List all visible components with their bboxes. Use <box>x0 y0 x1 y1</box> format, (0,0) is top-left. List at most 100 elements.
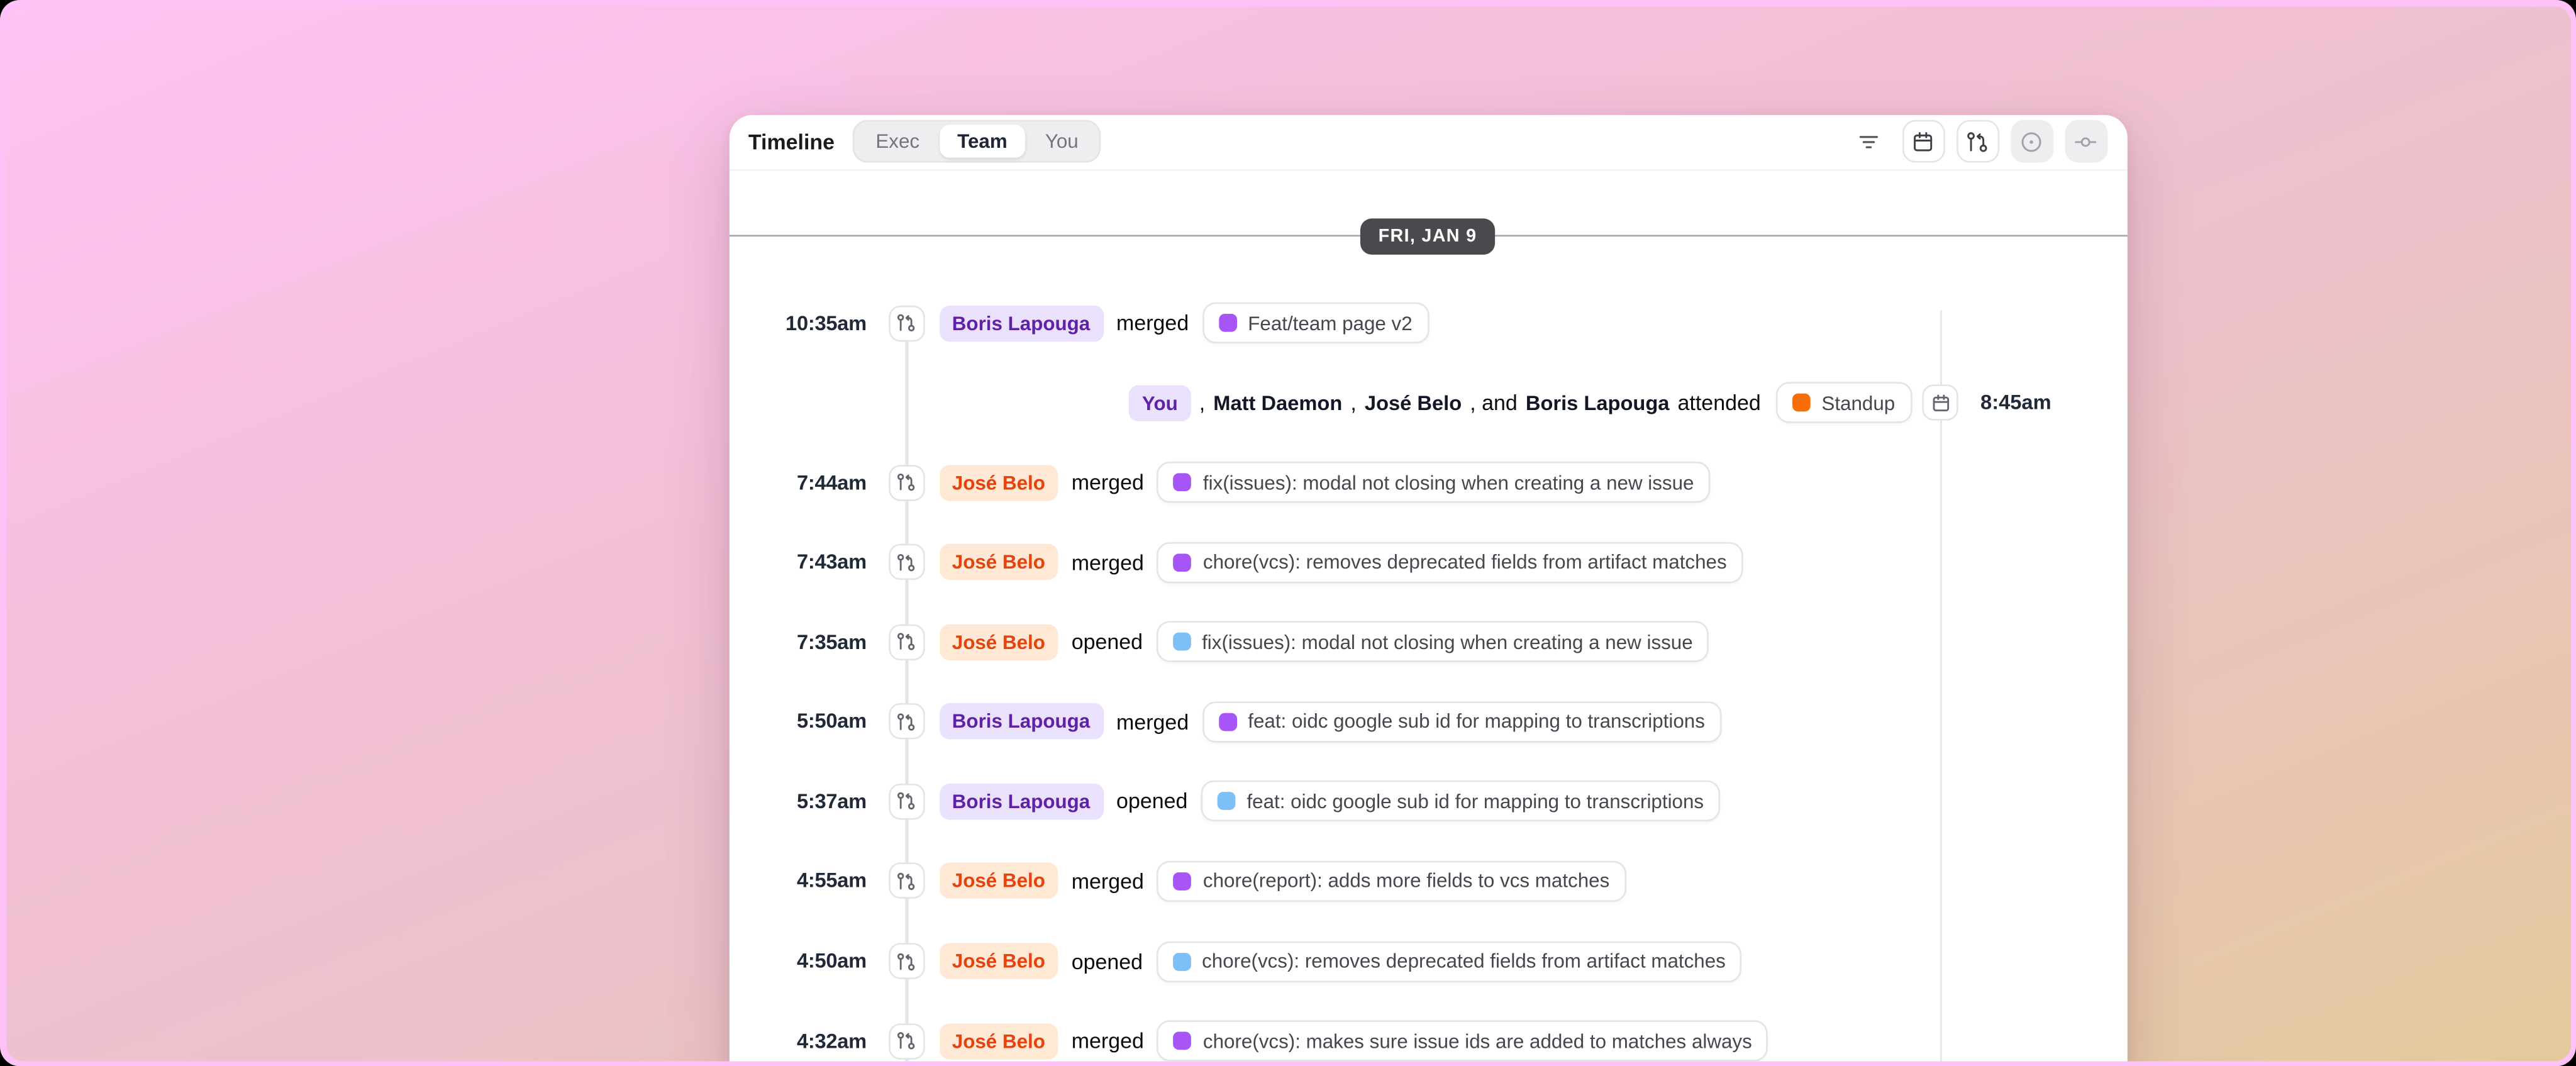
actor-badge[interactable]: Boris Lapouga <box>938 304 1104 341</box>
calendar-node-button[interactable] <box>1922 384 1958 421</box>
git-commit-toggle-button[interactable] <box>2064 119 2107 163</box>
event-chip[interactable]: feat: oidc google sub id for mapping to … <box>1201 780 1721 823</box>
view-segmented-control: Exec Team You <box>852 119 1102 163</box>
event-time: 4:32am <box>796 1029 867 1053</box>
event-time: 5:50am <box>796 710 867 733</box>
timeline-event-row: You, Matt Daemon, José Belo , and Boris Lapo… <box>729 380 2127 426</box>
event-chip[interactable]: Feat/team page v2 <box>1202 302 1429 343</box>
pr-node-button[interactable] <box>887 1023 924 1059</box>
actor-badge[interactable]: José Belo <box>938 863 1058 900</box>
event-body: José Belo merged chore(vcs): makes sure is… <box>938 1020 1768 1061</box>
git-pull-request-toggle-button[interactable] <box>1955 119 1999 163</box>
merged-dot <box>1173 473 1192 492</box>
event-chip[interactable]: fix(issues): modal not closing when crea… <box>1155 621 1709 663</box>
event-action: merged <box>1116 709 1189 735</box>
event-chip-label: Feat/team page v2 <box>1248 311 1413 335</box>
actor-badge[interactable]: Boris Lapouga <box>938 703 1104 740</box>
git-commit-icon <box>2075 136 2097 147</box>
event-time: 10:35am <box>786 311 867 335</box>
pr-node-button[interactable] <box>887 943 924 980</box>
actor-badge[interactable]: Boris Lapouga <box>938 783 1104 820</box>
actor-badge[interactable]: José Belo <box>938 624 1058 660</box>
tab-team[interactable]: Team <box>939 125 1026 158</box>
event-chip[interactable]: Standup <box>1775 382 1912 423</box>
pr-node-button[interactable] <box>887 464 924 501</box>
filter-lines-icon <box>1858 135 1877 148</box>
event-time: 4:55am <box>796 870 867 893</box>
event-time: 7:44am <box>796 470 867 494</box>
event-time: 8:45am <box>1980 391 2051 414</box>
event-action: merged <box>1071 550 1144 575</box>
pr-node-button[interactable] <box>887 703 924 740</box>
event-body: Boris Lapouga opened feat: oidc google sub… <box>938 780 1721 823</box>
pr-node-button[interactable] <box>887 863 924 900</box>
timeline-event-row: 5:37am Boris Lapouga opened feat: oidc goog… <box>729 779 2127 824</box>
event-body: José Belo merged fix(issues): modal not cl… <box>938 462 1711 503</box>
git-pull-request-icon <box>897 1032 915 1050</box>
separator: , and <box>1470 390 1518 415</box>
event-chip-label: fix(issues): modal not closing when crea… <box>1202 630 1693 654</box>
filter-button[interactable] <box>1856 129 1880 153</box>
issue-circle-dot-toggle-button[interactable] <box>2010 119 2053 163</box>
event-action: merged <box>1071 869 1144 894</box>
opened-dot <box>1217 792 1236 811</box>
separator: , <box>1350 390 1357 415</box>
pr-node-button[interactable] <box>887 783 924 820</box>
event-chip[interactable]: chore(report): adds more fields to vcs m… <box>1157 860 1626 902</box>
event-time: 5:37am <box>796 790 867 813</box>
timeline-event-row: 7:44am José Belo merged fix(issues): modal … <box>729 459 2127 505</box>
merged-dot <box>1218 713 1236 731</box>
actor-badge[interactable]: José Belo <box>938 943 1058 980</box>
git-pull-request-icon <box>897 713 915 731</box>
toolbar <box>1856 119 2107 163</box>
actor-badge[interactable]: José Belo <box>938 464 1058 501</box>
event-action: merged <box>1116 310 1189 335</box>
event-body: José Belo merged chore(vcs): removes depre… <box>938 541 1743 583</box>
event-chip[interactable]: chore(vcs): removes deprecated fields fr… <box>1157 541 1743 583</box>
git-pull-request-icon <box>1967 131 1987 152</box>
event-chip[interactable]: chore(vcs): makes sure issue ids are add… <box>1157 1020 1768 1061</box>
event-chip-label: feat: oidc google sub id for mapping to … <box>1248 710 1705 733</box>
issue-circle-dot-icon <box>2021 131 2041 152</box>
event-time: 7:35am <box>796 630 867 654</box>
event-time: 7:43am <box>796 550 867 574</box>
git-pull-request-icon <box>897 952 915 970</box>
timeline-event-row: 5:50am Boris Lapouga merged feat: oidc goog… <box>729 699 2127 745</box>
merged-dot <box>1218 313 1236 332</box>
event-chip[interactable]: chore(vcs): removes deprecated fields fr… <box>1155 940 1742 982</box>
timeline-event-row: 4:55am José Belo merged chore(report): adds… <box>729 858 2127 904</box>
timeline-event-row: 4:50am José Belo opened chore(vcs): removes… <box>729 938 2127 984</box>
timeline-event-row: 10:35am Boris Lapouga merged Feat/team page… <box>729 300 2127 346</box>
actor-badge[interactable]: You <box>1129 384 1191 421</box>
pr-node-button[interactable] <box>887 624 924 660</box>
event-action: opened <box>1116 789 1188 814</box>
event-chip[interactable]: fix(issues): modal not closing when crea… <box>1157 462 1711 503</box>
event-chip[interactable]: feat: oidc google sub id for mapping to … <box>1202 701 1722 743</box>
git-pull-request-icon <box>897 474 915 491</box>
attendee-name: Matt Daemon <box>1213 391 1343 414</box>
pr-node-button[interactable] <box>887 304 924 341</box>
event-action: opened <box>1071 630 1143 655</box>
event-chip-label: chore(report): adds more fields to vcs m… <box>1202 870 1610 893</box>
actor-badge[interactable]: José Belo <box>938 1023 1058 1059</box>
actor-badge[interactable]: José Belo <box>938 544 1058 580</box>
timeline-event-row: 7:43am José Belo merged chore(vcs): removes… <box>729 539 2127 585</box>
merged-dot <box>1173 553 1192 572</box>
git-pull-request-icon <box>897 553 915 571</box>
page-title: Timeline <box>748 129 835 154</box>
attendee-name: Boris Lapouga <box>1525 391 1670 414</box>
event-chip-label: fix(issues): modal not closing when crea… <box>1202 470 1694 494</box>
tab-exec[interactable]: Exec <box>875 130 920 153</box>
date-pill: FRI, JAN 9 <box>1360 218 1496 254</box>
tab-you[interactable]: You <box>1045 130 1079 153</box>
meeting-content: You, Matt Daemon, José Belo , and Boris Lapo… <box>1129 382 1912 423</box>
merged-dot <box>1173 1031 1192 1050</box>
timeline-rail-left <box>906 309 908 1061</box>
event-chip-label: chore(vcs): removes deprecated fields fr… <box>1202 550 1727 574</box>
event-action: opened <box>1071 948 1143 974</box>
opened-dot <box>1172 952 1191 970</box>
calendar-toggle-button[interactable] <box>1901 119 1945 163</box>
pr-node-button[interactable] <box>887 544 924 580</box>
timeline-event-row: 7:35am José Belo opened fix(issues): modal … <box>729 619 2127 665</box>
merged-dot <box>1173 872 1192 891</box>
